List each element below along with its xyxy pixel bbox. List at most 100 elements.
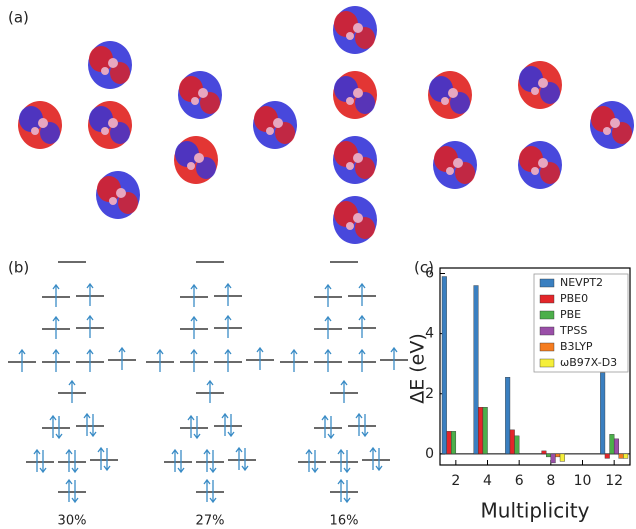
electron-head [49, 414, 57, 421]
orbital-lobe [179, 76, 203, 102]
atom [353, 23, 363, 33]
electron-head [156, 348, 164, 355]
atom [194, 153, 204, 163]
orbital-lobe [519, 146, 543, 172]
atom [108, 58, 118, 68]
atom [531, 167, 539, 175]
x-tick-label: 6 [515, 473, 524, 489]
legend-swatch [539, 358, 555, 368]
electron-head [321, 414, 329, 421]
bar [559, 453, 565, 462]
bar-chart: 0 2 4 6 2 4 6 8 10 12 Multiplicity ΔE (eV) NEVPT2 PBE… [407, 266, 631, 523]
electron-head [358, 282, 366, 289]
electron-head [375, 465, 383, 472]
electron-head [68, 379, 76, 386]
electron-head [190, 315, 198, 322]
atom [346, 222, 354, 230]
electron-head [86, 314, 94, 321]
electron-head [52, 348, 60, 355]
y-tick-label: 0 [425, 446, 434, 462]
atom [116, 188, 126, 198]
y-axis-label: ΔE (eV) [407, 333, 429, 404]
electron-head [206, 379, 214, 386]
electron-head [203, 448, 211, 455]
legend-label: B3LYP [560, 340, 593, 353]
atom [353, 88, 363, 98]
atom [266, 127, 274, 135]
atom [441, 97, 449, 105]
atom [538, 158, 548, 168]
electron-head [52, 283, 60, 290]
electron-head [227, 431, 235, 438]
electron-head [305, 448, 313, 455]
electron-head [187, 414, 195, 421]
electron-head [193, 433, 201, 440]
atom [610, 118, 620, 128]
electron-head [97, 446, 105, 453]
legend-label: TPSS [559, 324, 587, 337]
electron-head [241, 465, 249, 472]
bar [623, 453, 629, 459]
electron-head [235, 446, 243, 453]
atom [101, 127, 109, 135]
atom [353, 213, 363, 223]
orbital-lobe [175, 141, 199, 167]
electron-head [343, 467, 351, 474]
electron-head [221, 412, 229, 419]
electron-head [86, 348, 94, 355]
x-axis-label: Multiplicity [481, 499, 590, 523]
diagram-label: 27% [196, 514, 225, 529]
atom [446, 167, 454, 175]
electron-head [311, 467, 319, 474]
electron-head [203, 478, 211, 485]
electron-head [390, 346, 398, 353]
x-tick-label: 10 [574, 473, 592, 489]
atom [31, 127, 39, 135]
atom [346, 162, 354, 170]
bar [482, 407, 488, 455]
legend-swatch [539, 294, 555, 304]
atom [198, 88, 208, 98]
legend-swatch [539, 278, 555, 288]
bar [451, 431, 457, 455]
electron-head [209, 467, 217, 474]
bar [550, 453, 556, 464]
orbital-lobe [591, 106, 615, 132]
diagram-label: 16% [330, 514, 359, 529]
orbital-lobe [434, 146, 458, 172]
electron-head [224, 314, 232, 321]
electron-head [337, 448, 345, 455]
atom [191, 97, 199, 105]
bar [546, 453, 552, 458]
electron-head [83, 412, 91, 419]
electron-head [340, 379, 348, 386]
electron-head [358, 314, 366, 321]
electron-head [190, 283, 198, 290]
bar [555, 453, 561, 458]
electron-head [118, 346, 126, 353]
legend-label: NEVPT2 [560, 276, 603, 289]
legend-swatch [539, 310, 555, 320]
diagram-label: 30% [58, 514, 87, 529]
bar [618, 453, 624, 459]
atom [187, 162, 195, 170]
electron-head [224, 282, 232, 289]
bar [505, 377, 511, 455]
electron-head [18, 348, 26, 355]
electron-head [355, 412, 363, 419]
electron-head [358, 348, 366, 355]
orbitals [18, 6, 634, 244]
electron-head [209, 497, 217, 504]
energy-diagrams: 30% 27% 16% [8, 261, 408, 529]
bar [509, 429, 515, 455]
bar [478, 407, 484, 455]
electron-head [65, 448, 73, 455]
orbital-lobe [334, 76, 358, 102]
electron-head [71, 497, 79, 504]
orbital-lobe [429, 76, 453, 102]
x-tick-label: 4 [483, 473, 492, 489]
atom [346, 32, 354, 40]
atom [38, 118, 48, 128]
legend-swatch [539, 342, 555, 352]
